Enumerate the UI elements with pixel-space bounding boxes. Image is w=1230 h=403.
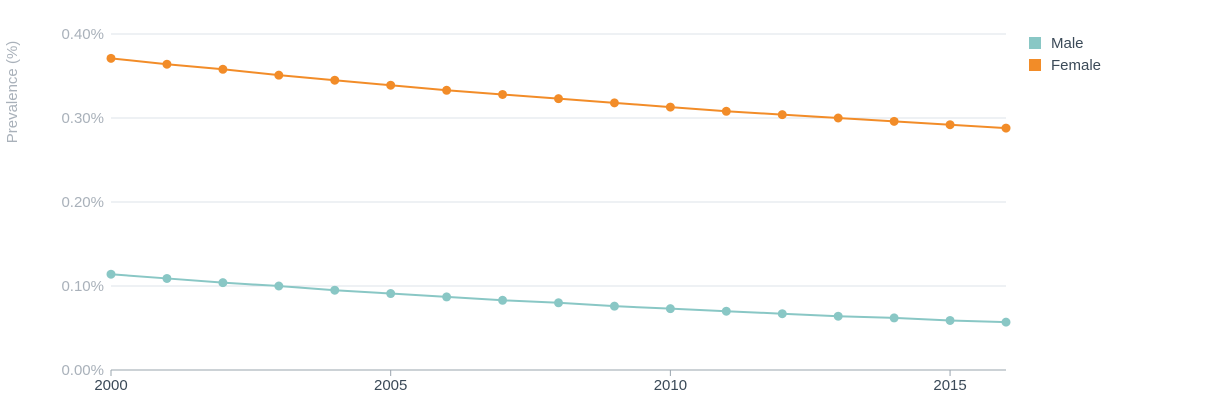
legend-swatch [1029, 37, 1041, 49]
legend-item-female[interactable]: Female [1029, 57, 1101, 74]
data-point-female[interactable] [498, 89, 508, 99]
data-point-male[interactable] [330, 285, 340, 295]
gridlines [111, 33, 1006, 287]
data-point-male[interactable] [609, 301, 619, 311]
y-tick-label: 0.40% [61, 26, 104, 43]
data-point-female[interactable] [442, 85, 452, 95]
x-tick-label: 2015 [933, 377, 966, 394]
data-point-male[interactable] [777, 309, 787, 319]
data-point-male[interactable] [889, 313, 899, 323]
data-point-male[interactable] [665, 304, 675, 314]
data-point-female[interactable] [721, 106, 731, 116]
x-tick-label: 2005 [374, 377, 407, 394]
data-point-male[interactable] [274, 281, 284, 291]
y-tick-label: 0.10% [61, 278, 104, 295]
y-axis-ticks: 0.00% 0.10% 0.20% 0.30% 0.40% [61, 26, 104, 379]
data-point-female[interactable] [1001, 123, 1011, 133]
legend-label: Male [1051, 35, 1084, 52]
data-point-male[interactable] [945, 315, 955, 325]
data-point-male[interactable] [833, 311, 843, 321]
legend-item-male[interactable]: Male [1029, 35, 1084, 52]
data-point-male[interactable] [721, 306, 731, 316]
data-point-female[interactable] [554, 94, 563, 104]
data-point-female[interactable] [386, 80, 396, 90]
data-point-male[interactable] [106, 269, 116, 279]
data-point-female[interactable] [833, 113, 843, 123]
y-tick-label: 0.20% [61, 194, 104, 211]
series-line-male [110, 273, 1007, 324]
data-point-male[interactable] [386, 289, 396, 299]
data-point-male[interactable] [218, 278, 228, 288]
x-axis: 2000 2005 2010 2015 [94, 369, 1006, 394]
data-point-female[interactable] [330, 75, 340, 85]
series-male [106, 269, 1011, 327]
series-female [106, 53, 1011, 133]
data-point-female[interactable] [274, 70, 284, 80]
data-point-female[interactable] [889, 116, 899, 126]
data-point-male[interactable] [1001, 317, 1011, 327]
data-point-female[interactable] [106, 53, 116, 63]
data-point-male[interactable] [554, 298, 563, 308]
legend-swatch [1029, 59, 1041, 71]
data-point-female[interactable] [218, 64, 228, 74]
data-point-female[interactable] [665, 102, 675, 112]
legend[interactable]: Male Female [1029, 35, 1101, 74]
y-axis-label: Prevalence (%) [4, 41, 21, 144]
legend-label: Female [1051, 57, 1101, 74]
data-point-male[interactable] [498, 295, 508, 305]
x-tick-label: 2000 [94, 377, 127, 394]
y-tick-label: 0.00% [61, 362, 104, 379]
x-tick-label: 2010 [654, 377, 687, 394]
data-point-male[interactable] [162, 273, 172, 283]
data-point-female[interactable] [945, 120, 955, 130]
data-point-female[interactable] [777, 110, 787, 120]
series-layer [106, 53, 1011, 327]
data-point-female[interactable] [162, 59, 172, 69]
y-tick-label: 0.30% [61, 110, 104, 127]
data-point-female[interactable] [609, 98, 619, 108]
data-point-male[interactable] [442, 292, 452, 302]
